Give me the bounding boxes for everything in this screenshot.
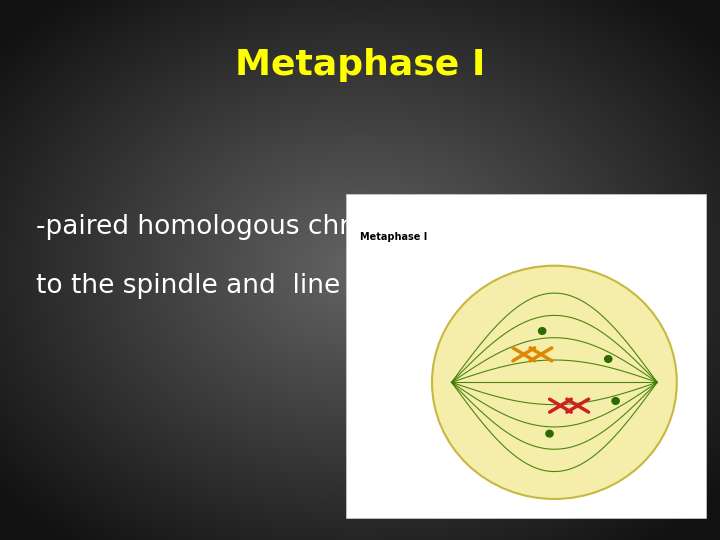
Text: Metaphase I: Metaphase I — [360, 232, 427, 241]
Ellipse shape — [545, 430, 554, 438]
Text: -paired homologous chromosomes attach: -paired homologous chromosomes attach — [36, 214, 586, 240]
FancyBboxPatch shape — [346, 194, 706, 518]
Text: Metaphase I: Metaphase I — [235, 48, 485, 82]
Ellipse shape — [604, 355, 613, 363]
Ellipse shape — [538, 327, 546, 335]
Text: to the spindle and  line up: to the spindle and line up — [36, 273, 382, 299]
Ellipse shape — [432, 266, 677, 499]
Ellipse shape — [611, 397, 620, 405]
